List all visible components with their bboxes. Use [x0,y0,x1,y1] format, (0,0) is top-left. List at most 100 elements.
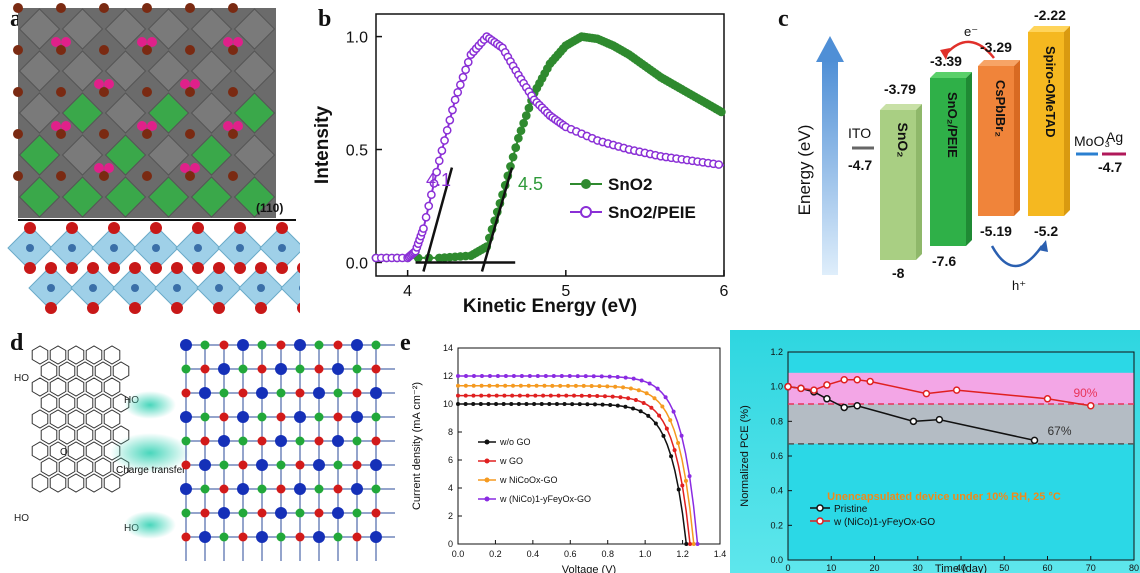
jv-curve [457,385,695,545]
cesium-atom [190,163,200,173]
lattice-atom [181,532,191,542]
legend-marker [484,439,490,445]
lattice-atom [257,340,267,350]
octahedron [61,8,104,50]
data-point [922,389,931,398]
data-point [445,115,455,125]
octahedron [233,8,276,50]
lattice-atom [351,339,363,351]
data-point [421,212,431,222]
data-point [599,374,604,379]
lattice-atom [333,532,343,542]
octahedron [190,176,233,218]
data-point [668,418,673,423]
data-point [503,383,508,388]
x-tick-label: 1.2 [676,549,689,559]
x-tick-label: 6 [720,283,729,300]
lattice-atom [200,436,210,446]
data-point [494,393,499,398]
lattice-atom [219,412,229,422]
data-point [638,409,643,414]
sno2-label: SnO₂ [895,123,911,158]
lattice-atom [333,388,343,398]
x-tick-label: 10 [826,563,836,573]
tick-group: 0 10 20 30 40 50 60 70 80 0.0 0.2 0.4 0.6 0.8 1.0 1.2 [770,347,1139,573]
data-point [526,383,531,388]
x-tick-label: 1.4 [714,549,727,559]
data-point [591,374,596,379]
y-tick-label: 12 [443,371,453,381]
lattice-atom [276,388,286,398]
lattice-atom [313,531,325,543]
octahedron [233,50,276,92]
perovskite-background [18,8,276,218]
data-point [556,393,561,398]
data-point [471,383,476,388]
oxygen-atom [45,262,57,274]
data-point [572,393,577,398]
octahedron [61,50,104,92]
spiro-block: Spiro-OMeTAD [1028,26,1070,216]
x-tick-label: 70 [1086,563,1096,573]
carbon-ring [85,345,103,365]
data-point [458,72,468,82]
lattice-atom [238,364,248,374]
data-point [952,386,961,394]
cesium-atom [233,121,243,131]
lattice-atom [314,340,324,350]
legend-label: w/o GO [499,437,531,447]
data-point [535,374,540,379]
peie-bottom-value: -7.6 [932,253,956,269]
lattice-atom [200,340,210,350]
data-point [823,381,831,389]
spiro-block-front [1028,32,1064,216]
spiro-bottom-value: -5.2 [1034,223,1058,239]
legend-label-pristine: Pristine [834,504,868,515]
lattice-atom [370,531,382,543]
cesium-atom [61,121,71,131]
series-group [784,375,1095,445]
lattice-atom [314,412,324,422]
oxygen-atom [171,262,183,274]
lattice-atom [199,459,211,471]
data-point [597,384,602,389]
oxygen-atom [297,262,300,274]
data-point [486,402,491,407]
tin-atom [152,244,160,252]
legend-label-doped: w (NiCo)1-yFeyOx-GO [833,517,935,528]
data-point [691,542,696,546]
data-point [494,402,499,407]
oxygen-atom [192,222,204,234]
octahedron [233,92,276,134]
data-point [463,383,468,388]
peie-block-side [966,72,972,246]
y-axis-label: Normalized PCE (%) [739,405,751,506]
halide-atom [185,87,195,97]
data-point [456,383,460,388]
cesium-atom [190,79,200,89]
carbon-ring [85,377,103,397]
lattice-atom [237,411,249,423]
carbon-ring [58,457,76,477]
panel-e-chart: 0.0 0.2 0.4 0.6 0.8 1.0 1.2 1.4 0 2 4 6 8 10 12 14 w/o … [411,343,727,573]
carbon-ring [76,425,94,445]
cesium-atom [137,37,147,47]
data-point [514,133,523,143]
data-point [592,402,597,407]
legend-marker [484,458,490,464]
legend-marker-doped [816,517,824,525]
y-tick-label: 0.0 [770,555,783,565]
jv-curve [457,375,699,545]
data-point [664,426,669,431]
y-tick-label: 0.4 [770,486,783,496]
series-group [371,32,726,263]
cspb-block-front [978,66,1014,216]
data-point [655,386,660,391]
y-tick-label: 1.2 [770,347,783,357]
octahedron [233,176,276,218]
lattice-atom [200,364,210,374]
annotation-onset-peie: 4.1 [426,170,451,190]
lattice-atom [256,387,268,399]
data-point [510,393,515,398]
lattice-atom [352,364,362,374]
